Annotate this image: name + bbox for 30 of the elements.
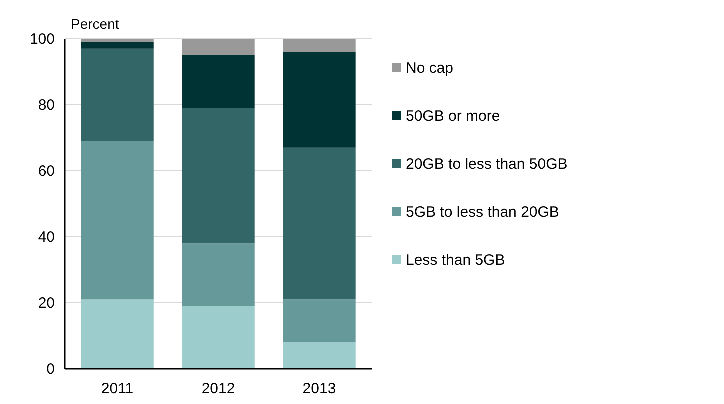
bar (81, 141, 154, 300)
y-axis-title: Percent (71, 16, 120, 32)
y-tick-label: 80 (38, 96, 55, 114)
bar (182, 108, 255, 244)
bar (81, 39, 154, 42)
bar (283, 342, 356, 369)
x-tick-label: 2012 (202, 380, 236, 398)
bar (81, 48, 154, 142)
y-tick-label: 40 (38, 228, 55, 246)
y-tick-label: 100 (30, 30, 55, 48)
legend-label: 5GB to less than 20GB (406, 204, 560, 221)
bar (182, 56, 255, 108)
bar (283, 148, 356, 300)
bar (81, 42, 154, 49)
y-tick-label: 60 (38, 162, 55, 180)
bar (182, 306, 255, 369)
legend-label: 20GB to less than 50GB (406, 156, 568, 173)
bar (283, 300, 356, 343)
bar (283, 52, 356, 148)
x-tick-label: 2013 (302, 380, 336, 398)
legend-label: 50GB or more (406, 108, 500, 125)
y-tick-label: 20 (38, 294, 55, 312)
bar (81, 300, 154, 369)
legend-label: Less than 5GB (406, 252, 506, 269)
bar (182, 39, 255, 56)
x-tick-label: 2011 (101, 380, 134, 398)
bar (182, 244, 255, 306)
y-tick-label: 0 (46, 360, 55, 378)
bar (283, 39, 356, 52)
legend-label: No cap (406, 60, 454, 77)
